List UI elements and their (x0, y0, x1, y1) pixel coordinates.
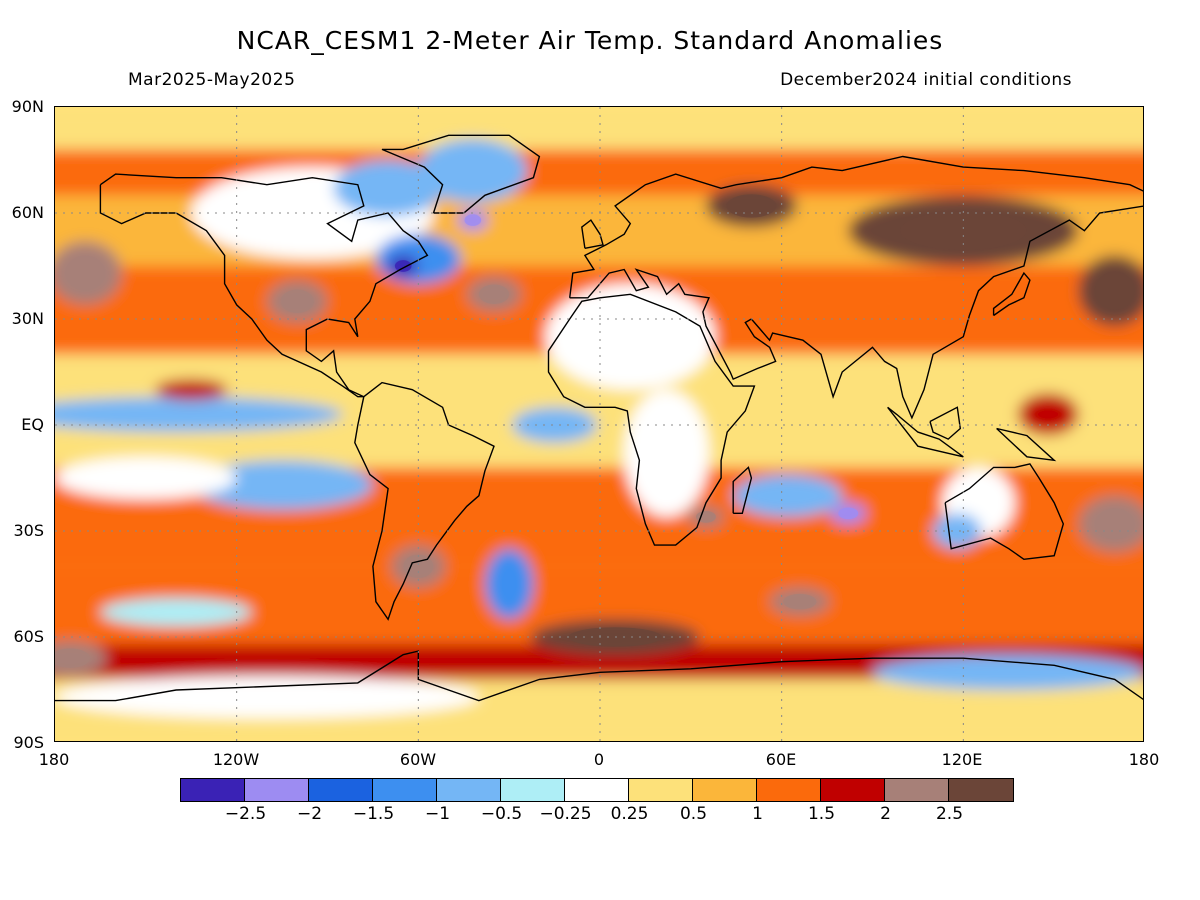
colorbar-swatch (501, 779, 565, 801)
colorbar-swatch (885, 779, 949, 801)
colorbar-label: −2.5 (224, 804, 267, 824)
colorbar (180, 778, 1014, 802)
colorbar-label: 2 (880, 804, 891, 824)
colorbar-swatch (245, 779, 309, 801)
anomaly-region (1017, 393, 1079, 436)
anomaly-region (333, 160, 443, 217)
anomaly-region (872, 654, 1143, 690)
coastline (929, 406, 962, 440)
anomaly-map-plot (55, 107, 1143, 741)
colorbar-swatch (693, 779, 757, 801)
anomaly-region (191, 460, 373, 510)
anomaly-core (280, 289, 314, 313)
anomaly-region (55, 675, 479, 719)
anomaly-core (1094, 508, 1135, 540)
anomaly-core (403, 554, 434, 578)
anomaly-region (624, 389, 709, 517)
anomaly-core (394, 260, 412, 272)
lon-label-60e: 60E (765, 750, 797, 769)
lon-label-180w: 180 (38, 750, 70, 769)
lat-label-30n: 30N (11, 309, 44, 328)
lon-label-180e: 180 (1128, 750, 1160, 769)
anomaly-core (900, 211, 1027, 251)
anomaly-region (733, 474, 843, 517)
anomaly-region (100, 598, 252, 627)
colorbar-swatch (309, 779, 373, 801)
anomaly-region (933, 513, 982, 549)
colorbar-swatch (437, 779, 501, 801)
lon-label-0: 0 (593, 750, 605, 769)
anomaly-region (418, 138, 528, 203)
anomaly-core (726, 194, 777, 218)
colorbar-label: 0.25 (610, 804, 649, 824)
coastline (381, 134, 541, 214)
anomaly-core (838, 507, 859, 520)
colorbar-swatch (949, 779, 1013, 801)
colorbar-swatch (373, 779, 437, 801)
anomaly-core (55, 648, 91, 668)
colorbar-label: 0.5 (679, 804, 708, 824)
anomaly-region (55, 396, 343, 433)
coastline (547, 293, 756, 546)
lon-label-60w: 60W (399, 750, 437, 769)
initial-conditions: December2024 initial conditions (780, 70, 1072, 90)
anomaly-region (484, 548, 534, 620)
anomaly-core (695, 511, 716, 523)
colorbar-label: −1.5 (352, 804, 395, 824)
colorbar-label: −1 (424, 804, 451, 824)
anomaly-region (55, 456, 237, 500)
colorbar-swatch (629, 779, 693, 801)
lat-label-60s: 60S (13, 627, 44, 646)
coastline (581, 219, 604, 249)
coastline (944, 463, 1065, 561)
anomaly-region (154, 379, 228, 401)
colorbar-swatch (181, 779, 245, 801)
map-title: NCAR_CESM1 2-Meter Air Temp. Standard An… (236, 26, 944, 55)
coastline (569, 155, 1143, 420)
anomaly-core (65, 255, 106, 291)
lon-label-120w: 120W (212, 750, 260, 769)
lat-label-eq: EQ (21, 415, 44, 434)
colorbar-label: 1.5 (807, 804, 836, 824)
colorbar-label: −2 (296, 804, 323, 824)
anomaly-map (54, 106, 1144, 742)
coastline (887, 406, 964, 458)
lat-label-90n: 90N (11, 97, 44, 116)
colorbar-swatch (565, 779, 629, 801)
anomaly-band (55, 107, 1143, 150)
colorbar-label: −0.5 (480, 804, 523, 824)
coastline (732, 466, 753, 514)
lon-label-120e: 120E (941, 750, 983, 769)
anomaly-core (783, 593, 817, 610)
lat-label-90s: 90S (13, 733, 44, 752)
colorbar-label: 1 (752, 804, 763, 824)
lat-label-30s: 30S (13, 521, 44, 540)
colorbar-swatch (757, 779, 821, 801)
colorbar-swatch (821, 779, 885, 801)
colorbar-label: 2.5 (935, 804, 964, 824)
anomaly-core (479, 284, 510, 304)
coastline (992, 271, 1031, 317)
coastline (996, 427, 1057, 462)
coastline (55, 650, 1143, 702)
anomaly-core (464, 214, 482, 226)
anomaly-core (1094, 271, 1135, 311)
lat-label-60n: 60N (11, 203, 44, 222)
anomaly-region (512, 407, 597, 443)
colorbar-label: −0.25 (539, 804, 592, 824)
forecast-period: Mar2025-May2025 (128, 70, 296, 90)
anomaly-region (545, 283, 716, 390)
